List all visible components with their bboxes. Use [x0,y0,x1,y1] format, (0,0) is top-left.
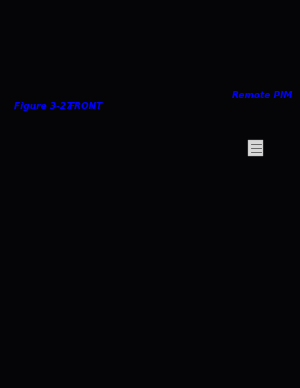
Text: Remote PIM: Remote PIM [232,90,293,100]
Bar [248,140,263,156]
Text: Figure 3-27: Figure 3-27 [14,102,73,111]
Text: FRONT: FRONT [68,102,103,111]
